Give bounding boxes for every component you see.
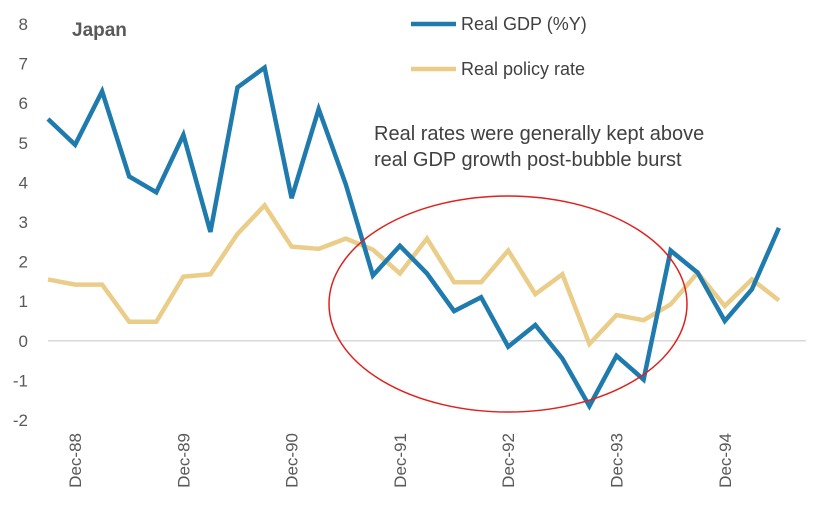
legend-label-real-gdp: Real GDP (%Y) [461,14,587,34]
y-tick-label: 4 [19,173,28,192]
y-tick-label: 2 [19,253,28,272]
series-line-real-policy-rate [47,201,781,349]
x-axis: Dec-88 Dec-89 Dec-90 Dec-91 Dec-92 Dec-93 Dec-… [66,433,735,488]
x-tick-label: Dec-93 [608,433,627,488]
legend: Real GDP (%Y) Real policy rate [411,14,587,79]
series-layer [46,63,781,411]
annotation-line-1: Real rates were generally kept above [374,123,704,145]
chart-title: Japan [72,20,127,41]
series-line-real-gdp [46,63,781,411]
x-tick-label: Dec-94 [716,433,735,488]
x-tick-label: Dec-89 [174,433,193,488]
y-tick-label: 1 [19,292,28,311]
annotation: Real rates were generally kept above rea… [374,123,704,171]
y-tick-label: 3 [19,213,28,232]
highlight-ellipse [328,195,688,413]
y-tick-label: 7 [19,55,28,74]
y-tick-label: -2 [13,411,28,430]
y-tick-label: 0 [19,332,28,351]
y-axis: -2 -1 0 1 2 3 4 5 6 7 8 [13,15,806,430]
annotation-line-2: real GDP growth post-bubble burst [374,149,682,171]
x-tick-label: Dec-88 [66,433,85,488]
x-tick-label: Dec-92 [499,433,518,488]
x-tick-label: Dec-91 [391,433,410,488]
y-tick-label: 5 [19,134,28,153]
y-tick-label: 8 [19,15,28,34]
x-tick-label: Dec-90 [283,433,302,488]
legend-label-real-policy-rate: Real policy rate [461,59,585,79]
y-tick-label: 6 [19,94,28,113]
y-tick-label: -1 [13,371,28,390]
